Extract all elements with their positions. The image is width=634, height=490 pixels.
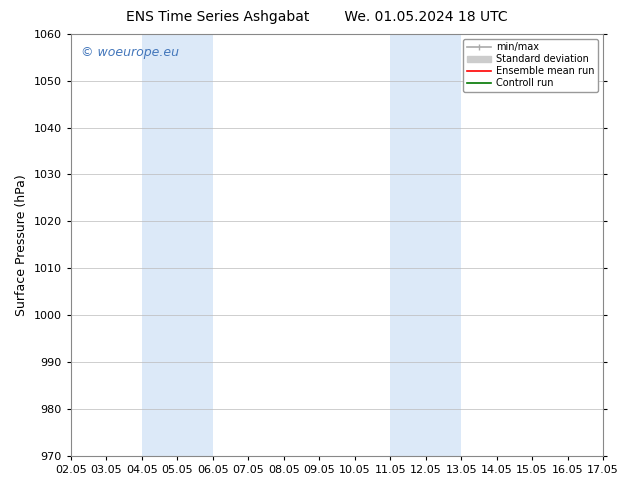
Bar bbox=[141, 34, 212, 456]
Legend: min/max, Standard deviation, Ensemble mean run, Controll run: min/max, Standard deviation, Ensemble me… bbox=[463, 39, 598, 92]
Text: ENS Time Series Ashgabat        We. 01.05.2024 18 UTC: ENS Time Series Ashgabat We. 01.05.2024 … bbox=[126, 10, 508, 24]
Y-axis label: Surface Pressure (hPa): Surface Pressure (hPa) bbox=[15, 174, 28, 316]
Text: © woeurope.eu: © woeurope.eu bbox=[81, 47, 179, 59]
Bar bbox=[390, 34, 461, 456]
